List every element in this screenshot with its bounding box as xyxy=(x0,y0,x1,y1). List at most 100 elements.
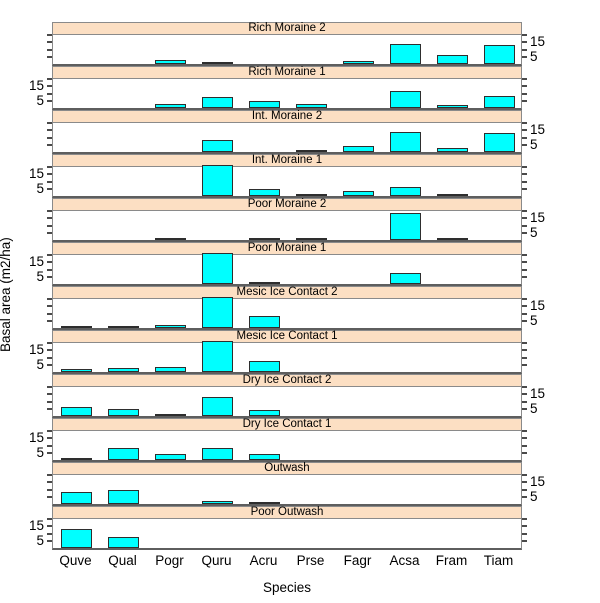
bar-quru xyxy=(202,165,233,196)
bar-quru xyxy=(202,140,233,152)
bar-acru xyxy=(249,454,280,460)
bar-acsa xyxy=(390,44,421,64)
bar-acru xyxy=(249,502,280,504)
panel-strip-label: Outwash xyxy=(52,462,522,475)
y-axis-tick xyxy=(47,533,52,535)
bar-quru xyxy=(202,448,233,460)
y-axis-tick-label: 5 xyxy=(530,225,538,240)
y-axis-tick xyxy=(47,393,52,395)
y-axis-tick xyxy=(522,320,527,322)
bar-quru xyxy=(202,341,233,372)
bar-qual xyxy=(108,368,139,372)
y-axis-tick xyxy=(47,342,52,344)
panel-plot-region: 5 15 xyxy=(29,341,527,374)
panel-plot-region: 5 15 xyxy=(47,386,545,418)
y-axis-tick-label: 15 xyxy=(28,430,44,445)
x-category-label-prse: Prse xyxy=(296,553,325,568)
y-axis-tick-label: 5 xyxy=(530,313,538,328)
y-axis-tick xyxy=(522,188,527,190)
panel-plot-region: 5 15 xyxy=(47,34,545,66)
y-axis-tick xyxy=(522,342,527,344)
x-category-label-tiam: Tiam xyxy=(483,553,514,568)
panel-plot-region: 5 15 xyxy=(29,165,527,198)
panel-plot-region: 5 15 xyxy=(47,122,545,154)
y-axis-tick xyxy=(47,144,52,146)
y-axis-tick-label: 5 xyxy=(36,445,44,460)
x-category-label-qual: Qual xyxy=(108,553,137,568)
y-axis-tick xyxy=(522,122,527,124)
panel-strip-label: Int. Moraine 1 xyxy=(52,154,522,167)
y-axis-tick xyxy=(522,181,527,183)
y-axis-label: Basal area (m2/ha) xyxy=(0,237,13,353)
y-axis-tick-label: 5 xyxy=(530,137,538,152)
y-axis-tick xyxy=(47,305,52,307)
panel-strip-label: Poor Outwash xyxy=(52,506,522,519)
y-axis-tick xyxy=(522,137,527,139)
y-axis-tick xyxy=(522,305,527,307)
y-axis-tick xyxy=(47,129,52,131)
y-axis-tick xyxy=(47,401,52,403)
y-axis-tick xyxy=(522,232,527,234)
panel-strip-label: Poor Moraine 1 xyxy=(52,242,522,255)
bar-pogr xyxy=(155,325,186,328)
y-axis-tick xyxy=(522,540,527,542)
y-axis-tick xyxy=(522,93,527,95)
bar-quru xyxy=(202,297,233,328)
bar-acsa xyxy=(390,132,421,152)
panel-int-moraine-2: Int. Moraine 2 5 15 xyxy=(47,110,545,154)
y-axis-tick xyxy=(47,518,52,520)
bar-acru xyxy=(249,238,280,240)
y-axis-tick xyxy=(47,540,52,542)
y-axis-tick xyxy=(522,56,527,58)
y-axis-tick xyxy=(522,100,527,102)
y-axis-tick xyxy=(47,276,52,278)
bar-prse xyxy=(296,194,327,196)
x-axis-category-labels: Quve Qual Pogr Quru Acru Prse Fagr Acsa Fram Tiam xyxy=(52,553,522,569)
y-axis-tick xyxy=(47,173,52,175)
panel-dry-ice-contact-2: Dry Ice Contact 2 5 15 xyxy=(47,374,545,418)
y-axis-tick xyxy=(47,430,52,432)
bar-quve xyxy=(61,326,92,328)
x-category-label-quve: Quve xyxy=(59,553,92,568)
panel-poor-moraine-2: Poor Moraine 2 5 15 xyxy=(47,198,545,242)
y-axis-tick-label: 15 xyxy=(530,298,546,313)
y-axis-tick xyxy=(47,225,52,227)
panel-rich-moraine-2: Rich Moraine 2 5 15 xyxy=(47,22,545,66)
y-axis-tick xyxy=(47,137,52,139)
bar-tiam xyxy=(484,96,515,108)
y-axis-tick xyxy=(47,85,52,87)
y-axis-tick xyxy=(522,41,527,43)
y-axis-tick-label: 15 xyxy=(28,518,44,533)
y-axis-tick xyxy=(522,173,527,175)
panel-plot-region: 5 15 xyxy=(47,297,545,330)
y-axis-tick xyxy=(47,100,52,102)
y-axis-tick xyxy=(522,430,527,432)
y-axis-tick xyxy=(522,481,527,483)
bar-pogr xyxy=(155,238,186,240)
panel-plot-region: 5 15 xyxy=(29,430,527,462)
y-axis-tick-label: 15 xyxy=(530,474,546,489)
bar-pogr xyxy=(155,454,186,460)
panel-plot-region: 5 15 xyxy=(29,253,527,286)
y-axis-tick xyxy=(47,56,52,58)
bar-pogr xyxy=(155,414,186,416)
y-axis-tick xyxy=(522,34,527,36)
panel-strip-label: Rich Moraine 2 xyxy=(52,22,522,35)
bar-quru xyxy=(202,501,233,504)
y-axis-tick-label: 5 xyxy=(530,49,538,64)
bar-fram xyxy=(437,105,468,108)
x-category-label-fagr: Fagr xyxy=(343,553,372,568)
panel-plot-region: 5 15 xyxy=(29,518,527,550)
y-axis-tick xyxy=(47,217,52,219)
bar-qual xyxy=(108,490,139,504)
y-axis-tick-label: 15 xyxy=(530,210,546,225)
y-axis-tick xyxy=(522,393,527,395)
bar-acru xyxy=(249,101,280,108)
y-axis-tick xyxy=(47,298,52,300)
bar-qual xyxy=(108,448,139,460)
y-axis-tick xyxy=(47,261,52,263)
y-axis-tick xyxy=(522,144,527,146)
bar-prse xyxy=(296,104,327,108)
y-axis-tick xyxy=(47,357,52,359)
y-axis-tick-label: 15 xyxy=(530,122,546,137)
